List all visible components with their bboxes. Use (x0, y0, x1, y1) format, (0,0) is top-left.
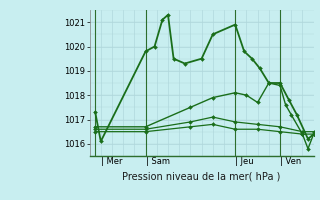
X-axis label: Pression niveau de la mer( hPa ): Pression niveau de la mer( hPa ) (123, 172, 281, 182)
